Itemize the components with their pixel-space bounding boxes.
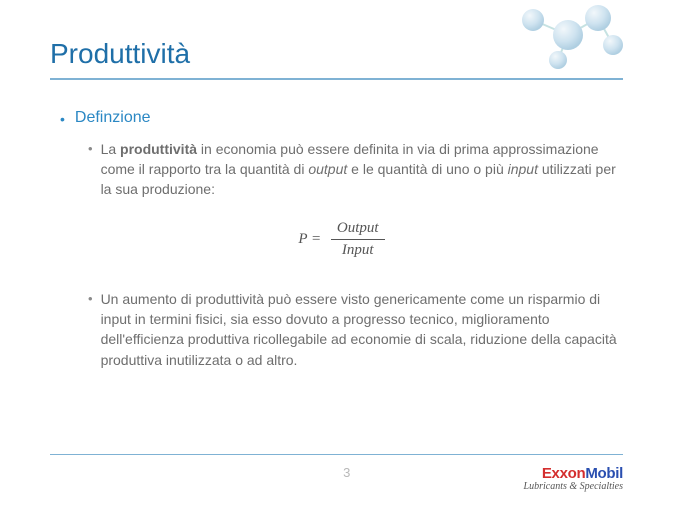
formula: P = Output Input [60, 220, 623, 259]
bullet-dot: • [88, 290, 93, 370]
formula-fraction: Output Input [331, 220, 385, 259]
formula-denominator: Input [331, 240, 385, 259]
footer-line [50, 454, 623, 456]
bullet-heading: • Definzione [60, 108, 623, 129]
molecule-decoration [503, 0, 623, 70]
definition-text: La produttività in economia può essere d… [101, 139, 623, 200]
title-underline [50, 78, 623, 80]
formula-numerator: Output [331, 220, 385, 240]
text-italic: output [308, 161, 347, 177]
formula-lhs: P = [298, 231, 321, 247]
logo-part-exxon: Exxon [542, 465, 586, 482]
bullet-dot: • [60, 110, 65, 129]
page-number: 3 [170, 465, 524, 480]
text-bold: produttività [120, 141, 197, 157]
heading-text: Definzione [75, 108, 151, 129]
bullet-dot: • [88, 140, 93, 200]
logo-part-mobil: Mobil [585, 465, 623, 482]
logo-subtitle: Lubricants & Specialties [524, 481, 623, 492]
slide: Produttività • Definzione • La produttiv… [0, 0, 673, 520]
footer-content: 3 ExxonMobil Lubricants & Specialties [50, 465, 623, 492]
text-fragment: La [101, 141, 120, 157]
text-italic: input [508, 161, 538, 177]
logo: ExxonMobil Lubricants & Specialties [524, 465, 623, 492]
explanation-text: Un aumento di produttività può essere vi… [101, 289, 623, 370]
logo-main: ExxonMobil [524, 465, 623, 482]
slide-content: • Definzione • La produttività in econom… [50, 108, 623, 370]
text-fragment: e le quantità di uno o più [347, 161, 507, 177]
bullet-explanation: • Un aumento di produttività può essere … [88, 289, 623, 370]
bullet-definition: • La produttività in economia può essere… [88, 139, 623, 200]
slide-footer: 3 ExxonMobil Lubricants & Specialties [50, 454, 623, 493]
